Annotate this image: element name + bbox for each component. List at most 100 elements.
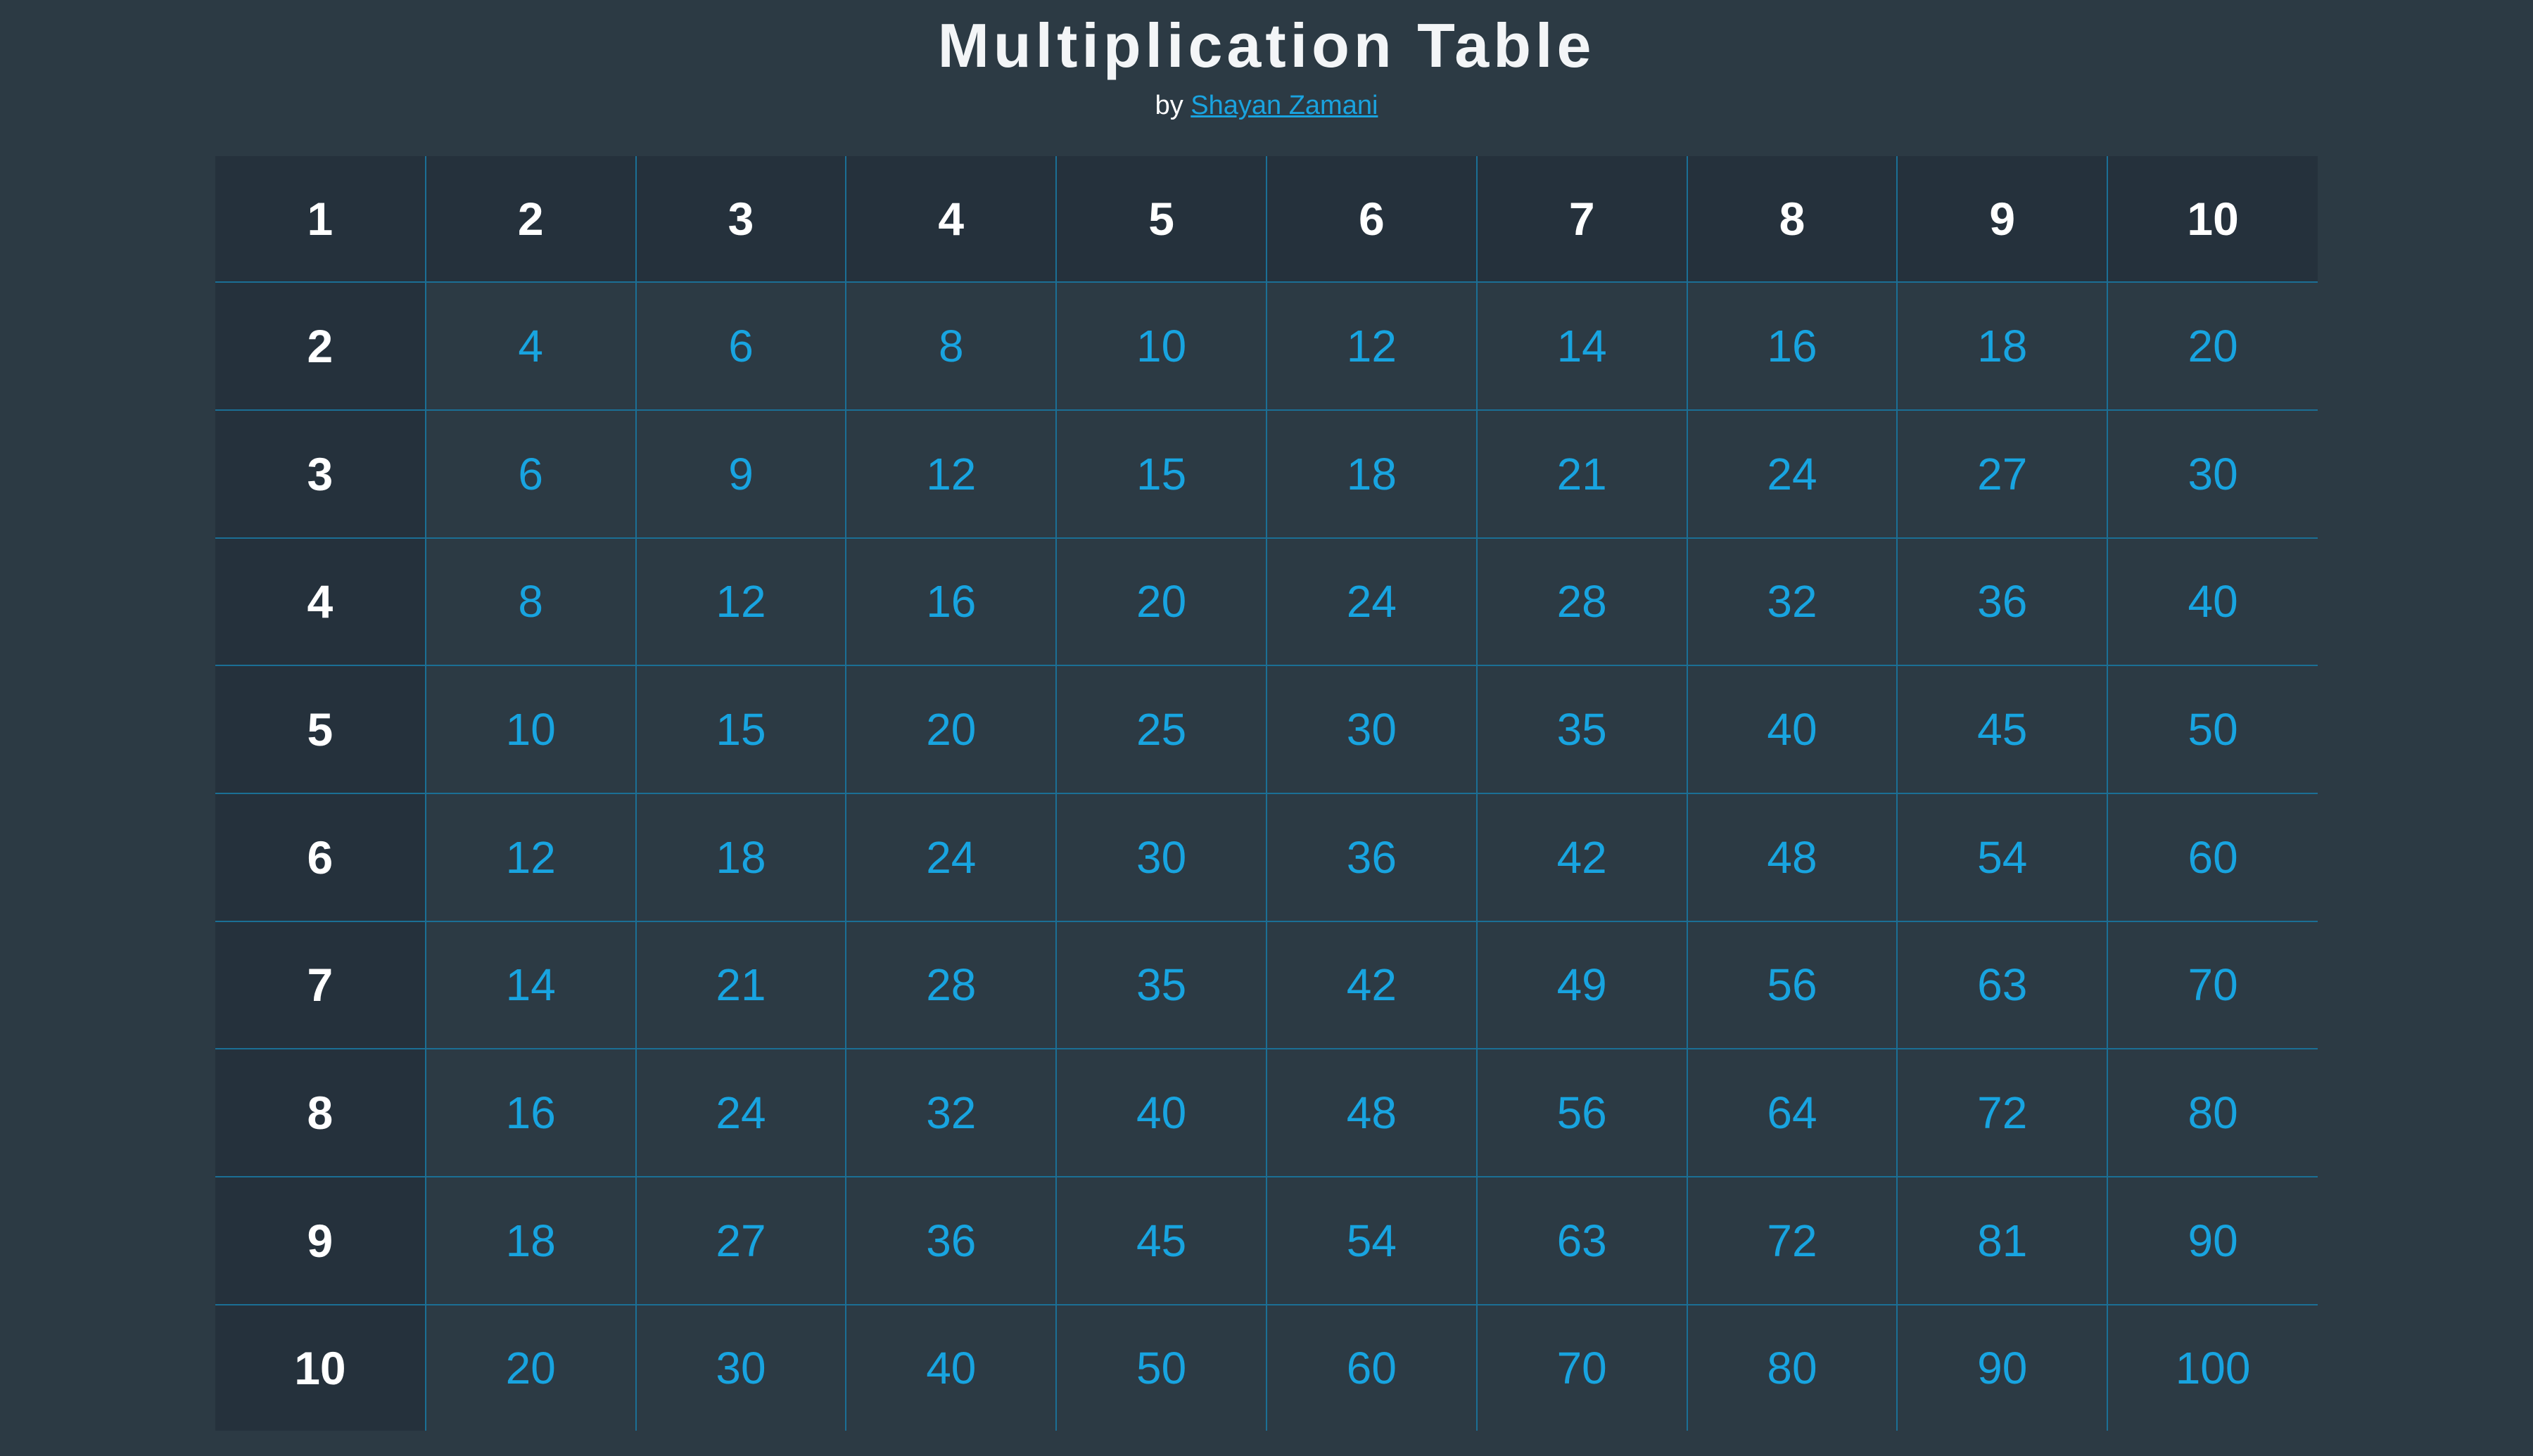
product-cell: 50 <box>1055 1303 1267 1431</box>
product-cell: 14 <box>1475 281 1688 411</box>
product-cell: 32 <box>1686 537 1898 667</box>
row-header-cell: 4 <box>215 537 426 667</box>
row-header-cell: 8 <box>215 1048 426 1177</box>
product-cell: 30 <box>2107 409 2318 539</box>
product-cell: 45 <box>1896 665 2109 794</box>
product-cell: 48 <box>1265 1048 1478 1177</box>
product-cell: 40 <box>1686 665 1898 794</box>
author-link[interactable]: Shayan Zamani <box>1191 91 1378 120</box>
product-cell: 49 <box>1475 920 1688 1050</box>
product-cell: 36 <box>1265 792 1478 922</box>
product-cell: 72 <box>1686 1175 1898 1305</box>
product-cell: 45 <box>1055 1175 1267 1305</box>
product-cell: 72 <box>1896 1048 2109 1177</box>
column-header-cell: 2 <box>424 156 637 283</box>
product-cell: 28 <box>1475 537 1688 667</box>
product-cell: 24 <box>845 792 1058 922</box>
product-cell: 32 <box>845 1048 1058 1177</box>
product-cell: 16 <box>424 1048 637 1177</box>
column-header-cell: 8 <box>1686 156 1898 283</box>
row-header-cell: 3 <box>215 409 426 539</box>
product-cell: 25 <box>1055 665 1267 794</box>
product-cell: 20 <box>1055 537 1267 667</box>
product-cell: 8 <box>424 537 637 667</box>
product-cell: 48 <box>1686 792 1898 922</box>
product-cell: 10 <box>424 665 637 794</box>
product-cell: 18 <box>635 792 847 922</box>
product-cell: 64 <box>1686 1048 1898 1177</box>
product-cell: 28 <box>845 920 1058 1050</box>
row-header-cell: 9 <box>215 1175 426 1305</box>
product-cell: 30 <box>1055 792 1267 922</box>
table-row: 7 14 21 28 35 42 49 56 63 70 <box>215 920 2318 1050</box>
table-row: 8 16 24 32 40 48 56 64 72 80 <box>215 1048 2318 1177</box>
product-cell: 70 <box>1475 1303 1688 1431</box>
row-header-cell: 10 <box>215 1303 426 1431</box>
product-cell: 18 <box>424 1175 637 1305</box>
product-cell: 8 <box>845 281 1058 411</box>
product-cell: 14 <box>424 920 637 1050</box>
product-cell: 36 <box>1896 537 2109 667</box>
product-cell: 54 <box>1896 792 2109 922</box>
column-header-cell: 10 <box>2107 156 2318 283</box>
product-cell: 60 <box>1265 1303 1478 1431</box>
product-cell: 35 <box>1475 665 1688 794</box>
column-header-cell: 3 <box>635 156 847 283</box>
product-cell: 80 <box>2107 1048 2318 1177</box>
table-row: 9 18 27 36 45 54 63 72 81 90 <box>215 1175 2318 1305</box>
table-row: 6 12 18 24 30 36 42 48 54 60 <box>215 792 2318 922</box>
product-cell: 12 <box>1265 281 1478 411</box>
product-cell: 30 <box>1265 665 1478 794</box>
product-cell: 40 <box>845 1303 1058 1431</box>
row-header-cell: 7 <box>215 920 426 1050</box>
product-cell: 24 <box>1686 409 1898 539</box>
table-row: 3 6 9 12 15 18 21 24 27 30 <box>215 409 2318 539</box>
product-cell: 21 <box>1475 409 1688 539</box>
table-row: 2 4 6 8 10 12 14 16 18 20 <box>215 281 2318 411</box>
product-cell: 21 <box>635 920 847 1050</box>
product-cell: 40 <box>1055 1048 1267 1177</box>
product-cell: 90 <box>2107 1175 2318 1305</box>
product-cell: 63 <box>1475 1175 1688 1305</box>
product-cell: 18 <box>1896 281 2109 411</box>
column-header-cell: 1 <box>215 156 426 283</box>
product-cell: 40 <box>2107 537 2318 667</box>
product-cell: 16 <box>845 537 1058 667</box>
product-cell: 90 <box>1896 1303 2109 1431</box>
table-body: 1 2 3 4 5 6 7 8 9 10 2 4 6 8 10 12 14 16 18 20 3 6 9 12 15 18 21 24… <box>215 156 2318 1431</box>
product-cell: 60 <box>2107 792 2318 922</box>
column-header-cell: 7 <box>1475 156 1688 283</box>
column-header-cell: 9 <box>1896 156 2109 283</box>
product-cell: 50 <box>2107 665 2318 794</box>
product-cell: 12 <box>635 537 847 667</box>
product-cell: 54 <box>1265 1175 1478 1305</box>
product-cell: 24 <box>1265 537 1478 667</box>
byline: by Shayan Zamani <box>0 87 2533 124</box>
product-cell: 12 <box>845 409 1058 539</box>
product-cell: 15 <box>635 665 847 794</box>
product-cell: 70 <box>2107 920 2318 1050</box>
byline-prefix: by <box>1155 91 1183 120</box>
product-cell: 35 <box>1055 920 1267 1050</box>
product-cell: 81 <box>1896 1175 2109 1305</box>
product-cell: 12 <box>424 792 637 922</box>
table-row: 4 8 12 16 20 24 28 32 36 40 <box>215 537 2318 667</box>
product-cell: 27 <box>1896 409 2109 539</box>
row-header-cell: 6 <box>215 792 426 922</box>
product-cell: 56 <box>1686 920 1898 1050</box>
product-cell: 15 <box>1055 409 1267 539</box>
product-cell: 100 <box>2107 1303 2318 1431</box>
product-cell: 16 <box>1686 281 1898 411</box>
table-row: 10 20 30 40 50 60 70 80 90 100 <box>215 1303 2318 1431</box>
product-cell: 20 <box>845 665 1058 794</box>
row-header-cell: 5 <box>215 665 426 794</box>
row-header-cell: 2 <box>215 281 426 411</box>
product-cell: 4 <box>424 281 637 411</box>
table-row: 5 10 15 20 25 30 35 40 45 50 <box>215 665 2318 794</box>
product-cell: 6 <box>424 409 637 539</box>
product-cell: 18 <box>1265 409 1478 539</box>
product-cell: 30 <box>635 1303 847 1431</box>
product-cell: 42 <box>1475 792 1688 922</box>
product-cell: 10 <box>1055 281 1267 411</box>
column-header-cell: 6 <box>1265 156 1478 283</box>
